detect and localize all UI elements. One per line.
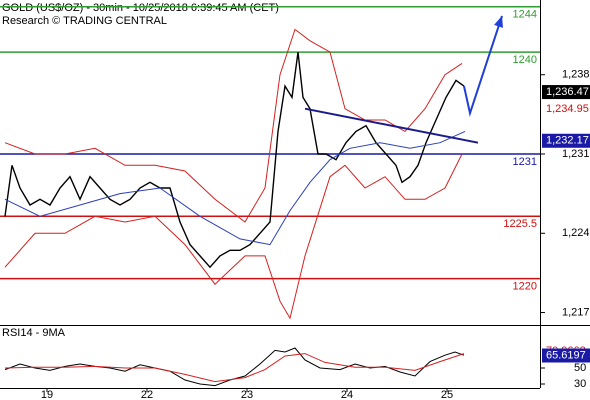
forecast-arrow [463, 15, 503, 117]
rsi-marker [542, 348, 590, 363]
price-marker-label: 1,234.95 [546, 103, 589, 115]
arrow-head [494, 15, 503, 28]
x-tick-label: 19 [41, 389, 53, 400]
rsi-title: RSI14 - 9MA [2, 327, 66, 339]
x-tick-label: 25 [441, 389, 453, 400]
level-label: 1231 [513, 156, 537, 168]
level-label: 1220 [513, 280, 537, 292]
price-marker-label: 1,232.17 [546, 135, 589, 147]
rsi-marker-label: 65.6197 [546, 349, 586, 361]
rsi-tick-label: 50 [574, 362, 586, 374]
x-tick-label: 24 [341, 389, 353, 400]
level-label: 1240 [513, 54, 537, 66]
price-marker [542, 85, 590, 100]
y-tick-label: 1,224 [562, 227, 590, 239]
rsi-line [4, 353, 465, 383]
y-tick-label: 1,217 [562, 306, 590, 318]
price-line [4, 153, 463, 320]
chart-subtitle: Research © TRADING CENTRAL [2, 15, 167, 27]
price-line [4, 130, 466, 246]
y-tick-label: 1,238 [562, 69, 590, 81]
price-marker [542, 133, 590, 148]
level-label: 1244 [513, 9, 537, 21]
chart-title: GOLD (US$/OZ) - 30min - 10/25/2018 6:39:… [2, 2, 279, 14]
price-marker [541, 101, 590, 117]
price-line [4, 52, 465, 269]
trend-line [304, 107, 479, 144]
rsi-tick-label: 30 [574, 378, 586, 390]
y-tick-label: 1,231 [562, 148, 590, 160]
level-label: 1225.5 [503, 218, 537, 230]
price-marker-label: 1,236.47 [546, 86, 589, 98]
rsi-line [4, 347, 465, 387]
x-tick-label: 23 [241, 389, 253, 400]
x-tick-label: 22 [141, 389, 153, 400]
